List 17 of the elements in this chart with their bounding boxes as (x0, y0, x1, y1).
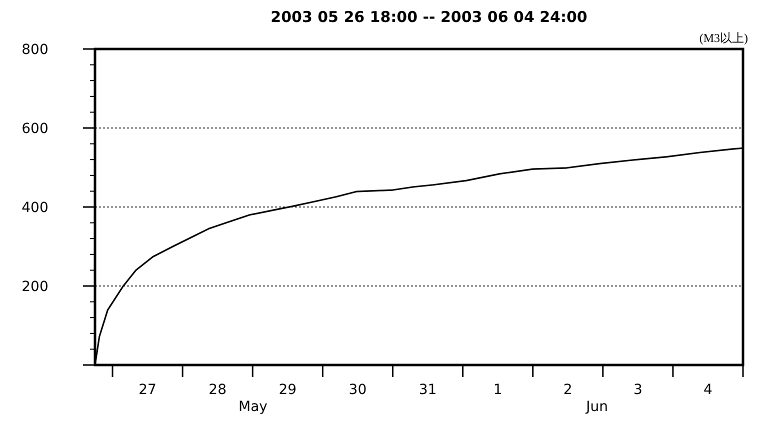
x-tick-label: 31 (418, 382, 437, 398)
text: May (238, 399, 268, 415)
x-tick-label: 1 (493, 382, 502, 398)
y-tick-label: 400 (22, 200, 48, 216)
chart-title: 2003 05 26 18:00 -- 2003 06 04 24:00 (270, 8, 588, 26)
x-tick-label: 4 (704, 382, 713, 398)
x-tick-label: 29 (278, 382, 297, 398)
x-tick-label: 3 (633, 382, 642, 398)
text: (M3以上) (699, 31, 748, 45)
x-tick-label: 27 (138, 382, 156, 398)
y-tick-label: 800 (22, 42, 48, 58)
y-tick-label: 600 (22, 121, 48, 137)
x-tick-label: 2 (563, 382, 572, 398)
x-tick-label: 30 (348, 382, 367, 398)
y-tick-label: 200 (22, 279, 48, 295)
x-tick-label: 28 (208, 382, 227, 398)
text: Jun (585, 399, 608, 415)
